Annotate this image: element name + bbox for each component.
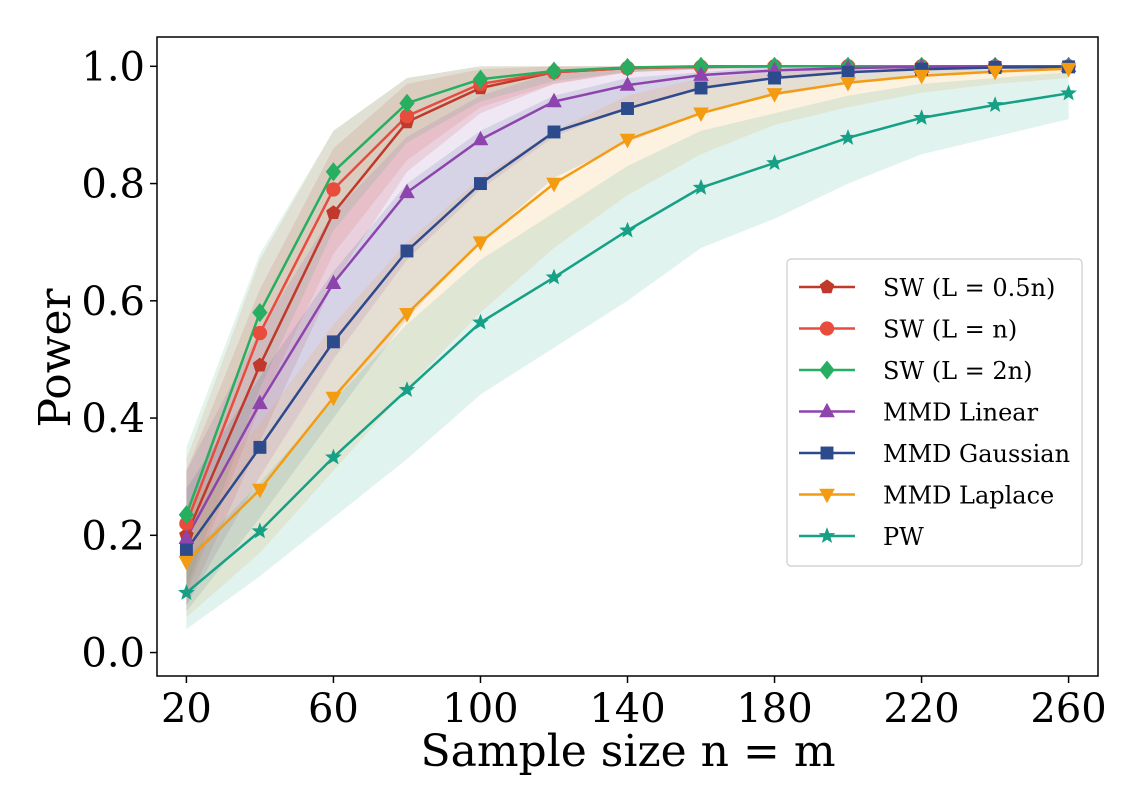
data-point xyxy=(619,57,636,77)
data-point xyxy=(326,205,341,219)
y-axis-title: Power xyxy=(30,288,81,428)
data-point xyxy=(252,357,268,372)
data-point xyxy=(1060,62,1077,78)
data-point xyxy=(178,555,195,571)
x-tick-label: 140 xyxy=(589,686,665,732)
legend-label: MMD Gaussian xyxy=(883,440,1070,468)
x-tick-label: 220 xyxy=(883,686,959,732)
legend-label: PW xyxy=(883,523,924,551)
confidence-band xyxy=(186,66,1069,606)
data-point xyxy=(766,154,783,171)
data-point xyxy=(251,522,269,539)
legend-marker xyxy=(819,402,835,418)
data-point xyxy=(619,133,636,149)
data-point xyxy=(178,505,195,525)
legend-marker xyxy=(820,446,834,460)
data-point xyxy=(545,268,563,285)
y-tick-label: 0.2 xyxy=(81,513,145,559)
data-point xyxy=(326,335,340,349)
data-point xyxy=(766,88,783,103)
x-tick-label: 20 xyxy=(161,686,212,732)
data-point xyxy=(178,584,195,600)
data-point xyxy=(472,236,489,251)
legend-marker xyxy=(819,279,835,294)
data-point xyxy=(546,61,562,81)
data-point xyxy=(325,274,342,289)
data-point xyxy=(619,221,636,238)
data-point xyxy=(253,440,267,454)
confidence-band xyxy=(186,66,1069,618)
data-point xyxy=(547,125,561,139)
axes: 20 60 100 140 180 220 260 0.0 0.2 0.4 0.6 0.8 1.0 xyxy=(81,44,1106,732)
data-point xyxy=(768,71,781,85)
data-point xyxy=(252,394,268,410)
data-point xyxy=(398,381,416,398)
series-markers xyxy=(178,56,1077,600)
data-point xyxy=(325,448,342,465)
y-tick-label: 0.4 xyxy=(81,396,145,442)
data-point xyxy=(693,66,709,81)
data-point xyxy=(399,183,415,199)
data-point xyxy=(474,177,487,191)
data-point xyxy=(619,76,636,91)
y-tick-label: 0.0 xyxy=(81,631,145,677)
legend-label: SW (L = n) xyxy=(883,316,1017,344)
data-point xyxy=(472,69,489,89)
data-point xyxy=(1060,84,1077,101)
confidence-band xyxy=(186,66,1069,612)
confidence-band xyxy=(186,72,1069,630)
data-point xyxy=(399,93,415,113)
data-point xyxy=(326,182,341,197)
data-point xyxy=(546,92,562,108)
x-tick-label: 180 xyxy=(736,686,812,732)
x-axis-title-text: Sample size n = m xyxy=(420,726,835,777)
data-point xyxy=(546,177,562,193)
legend-marker xyxy=(818,527,836,544)
data-point xyxy=(841,65,855,79)
data-point xyxy=(692,178,710,195)
data-point xyxy=(986,96,1004,112)
confidence-bands xyxy=(186,66,1069,630)
data-point xyxy=(325,162,342,182)
data-point xyxy=(913,109,930,125)
legend-marker xyxy=(819,321,835,336)
data-point xyxy=(621,102,634,115)
legend: SW (L = 0.5n) SW (L = n) SW (L = 2n) MMD Li… xyxy=(786,258,1083,567)
x-tick-label: 260 xyxy=(1030,686,1106,732)
legend-label: MMD Laplace xyxy=(883,482,1054,510)
data-point xyxy=(839,129,857,145)
legend-label: SW (L = 2n) xyxy=(883,357,1033,385)
data-point xyxy=(472,313,489,330)
data-point xyxy=(694,81,708,95)
legend-marker xyxy=(819,488,835,504)
data-point xyxy=(693,107,709,122)
legend-label: MMD Linear xyxy=(883,399,1039,427)
legend-label: SW (L = 0.5n) xyxy=(883,274,1055,302)
data-point xyxy=(840,77,856,92)
data-point xyxy=(399,308,415,323)
data-point xyxy=(325,391,342,407)
legend-marker xyxy=(819,360,835,380)
data-point xyxy=(913,69,930,85)
legend-box xyxy=(786,258,1083,567)
data-point xyxy=(400,244,414,258)
data-point xyxy=(252,303,268,323)
data-point xyxy=(252,483,268,499)
x-axis-title: Sample size n = m xyxy=(420,726,835,777)
y-tick-label: 0.6 xyxy=(81,279,145,325)
y-tick-label: 0.8 xyxy=(81,162,145,208)
data-point xyxy=(179,543,193,557)
y-tick-label: 1.0 xyxy=(81,44,145,90)
data-point xyxy=(178,529,195,544)
x-tick-label: 60 xyxy=(308,686,359,732)
data-point xyxy=(987,65,1003,81)
data-point xyxy=(472,130,489,146)
data-point xyxy=(252,325,268,341)
x-tick-label: 100 xyxy=(442,686,518,732)
